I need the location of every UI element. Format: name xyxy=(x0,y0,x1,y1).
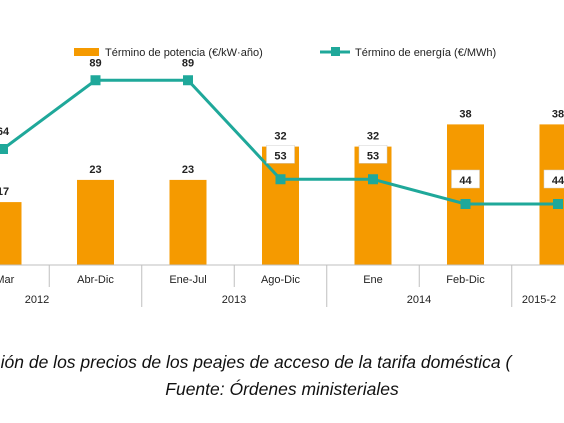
line-point-Abr-Dic xyxy=(90,75,101,86)
group-label-2015-2: 2015-2 xyxy=(522,294,556,306)
line-point-Ene-Mar xyxy=(0,144,8,154)
plot-area: 17 23 23 32 32 38 38 -Mar Abr-Dic Ene-Jul Ago-Dic E… xyxy=(0,57,564,307)
bar-label-Ene-Jul: 23 xyxy=(182,164,194,176)
bar-Abr-Dic xyxy=(77,179,114,265)
line-label-Abr-Dic: 89 xyxy=(89,57,101,69)
bar-label-Abr-Dic: 23 xyxy=(89,164,101,176)
legend-label-potencia: Término de potencia (€/kW·año) xyxy=(105,47,263,59)
bar-label-Ene-Mar: 17 xyxy=(0,186,9,198)
tick-label-Ene-Mar: -Mar xyxy=(0,274,15,286)
bar-Ene-Jul xyxy=(169,179,207,265)
legend-swatch-potencia xyxy=(74,48,99,56)
bar-2015-2016 xyxy=(539,124,564,266)
bar-label-2015-2016: 38 xyxy=(552,108,564,120)
line-point-Ene-Jul xyxy=(183,75,193,86)
legend: Término de potencia (€/kW·año) Término d… xyxy=(74,47,496,59)
tick-label-Ago-Dic: Ago-Dic xyxy=(261,274,301,286)
line-label-box-2015-2016 xyxy=(543,169,564,189)
line-label-Ene-Mar: 64 xyxy=(0,126,10,138)
figure-source: Fuente: Órdenes ministeriales xyxy=(165,379,399,399)
line-point-2015-2016 xyxy=(553,199,563,209)
figure-caption: ión de los precios de los peajes de acce… xyxy=(0,352,512,372)
group-label-2013: 2013 xyxy=(222,294,246,306)
tick-label-Ene-Jul: Ene-Jul xyxy=(169,274,206,286)
bar-label-Feb-Dic: 38 xyxy=(459,108,471,120)
bar-Ene-Mar xyxy=(0,202,22,265)
line-label-box-Ene xyxy=(358,145,388,164)
line-label-Ago-Dic: 53 xyxy=(274,150,286,162)
line-label-box-Ago-Dic xyxy=(266,145,295,164)
group-label-2012: 2012 xyxy=(25,294,49,306)
line-label-Ene: 53 xyxy=(367,150,379,162)
bar-label-Ene: 32 xyxy=(367,131,379,143)
bar-label-Ago-Dic: 32 xyxy=(274,131,286,143)
legend-label-energia: Término de energía (€/MWh) xyxy=(355,47,496,59)
group-label-2014: 2014 xyxy=(407,294,431,306)
line-label-Ene-Jul: 89 xyxy=(182,57,194,69)
line-point-Ago-Dic xyxy=(275,174,286,185)
legend-marker-energia xyxy=(331,47,340,56)
tick-label-Feb-Dic: Feb-Dic xyxy=(446,274,485,286)
line-point-Ene xyxy=(368,174,378,185)
tick-label-Abr-Dic: Abr-Dic xyxy=(77,274,114,286)
tick-label-Ene: Ene xyxy=(363,274,383,286)
line-point-Feb-Dic xyxy=(460,199,471,209)
chart: Término de potencia (€/kW·año) Término d… xyxy=(0,47,564,307)
bar-Ene xyxy=(354,146,392,265)
bar-Feb-Dic xyxy=(447,124,484,266)
line-label-2015-2016: 44 xyxy=(552,175,564,187)
line-label-box-Feb-Dic xyxy=(451,169,480,189)
line-label-Feb-Dic: 44 xyxy=(459,175,472,187)
